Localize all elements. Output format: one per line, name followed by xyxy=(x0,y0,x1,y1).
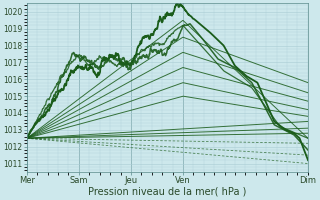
X-axis label: Pression niveau de la mer( hPa ): Pression niveau de la mer( hPa ) xyxy=(88,187,247,197)
